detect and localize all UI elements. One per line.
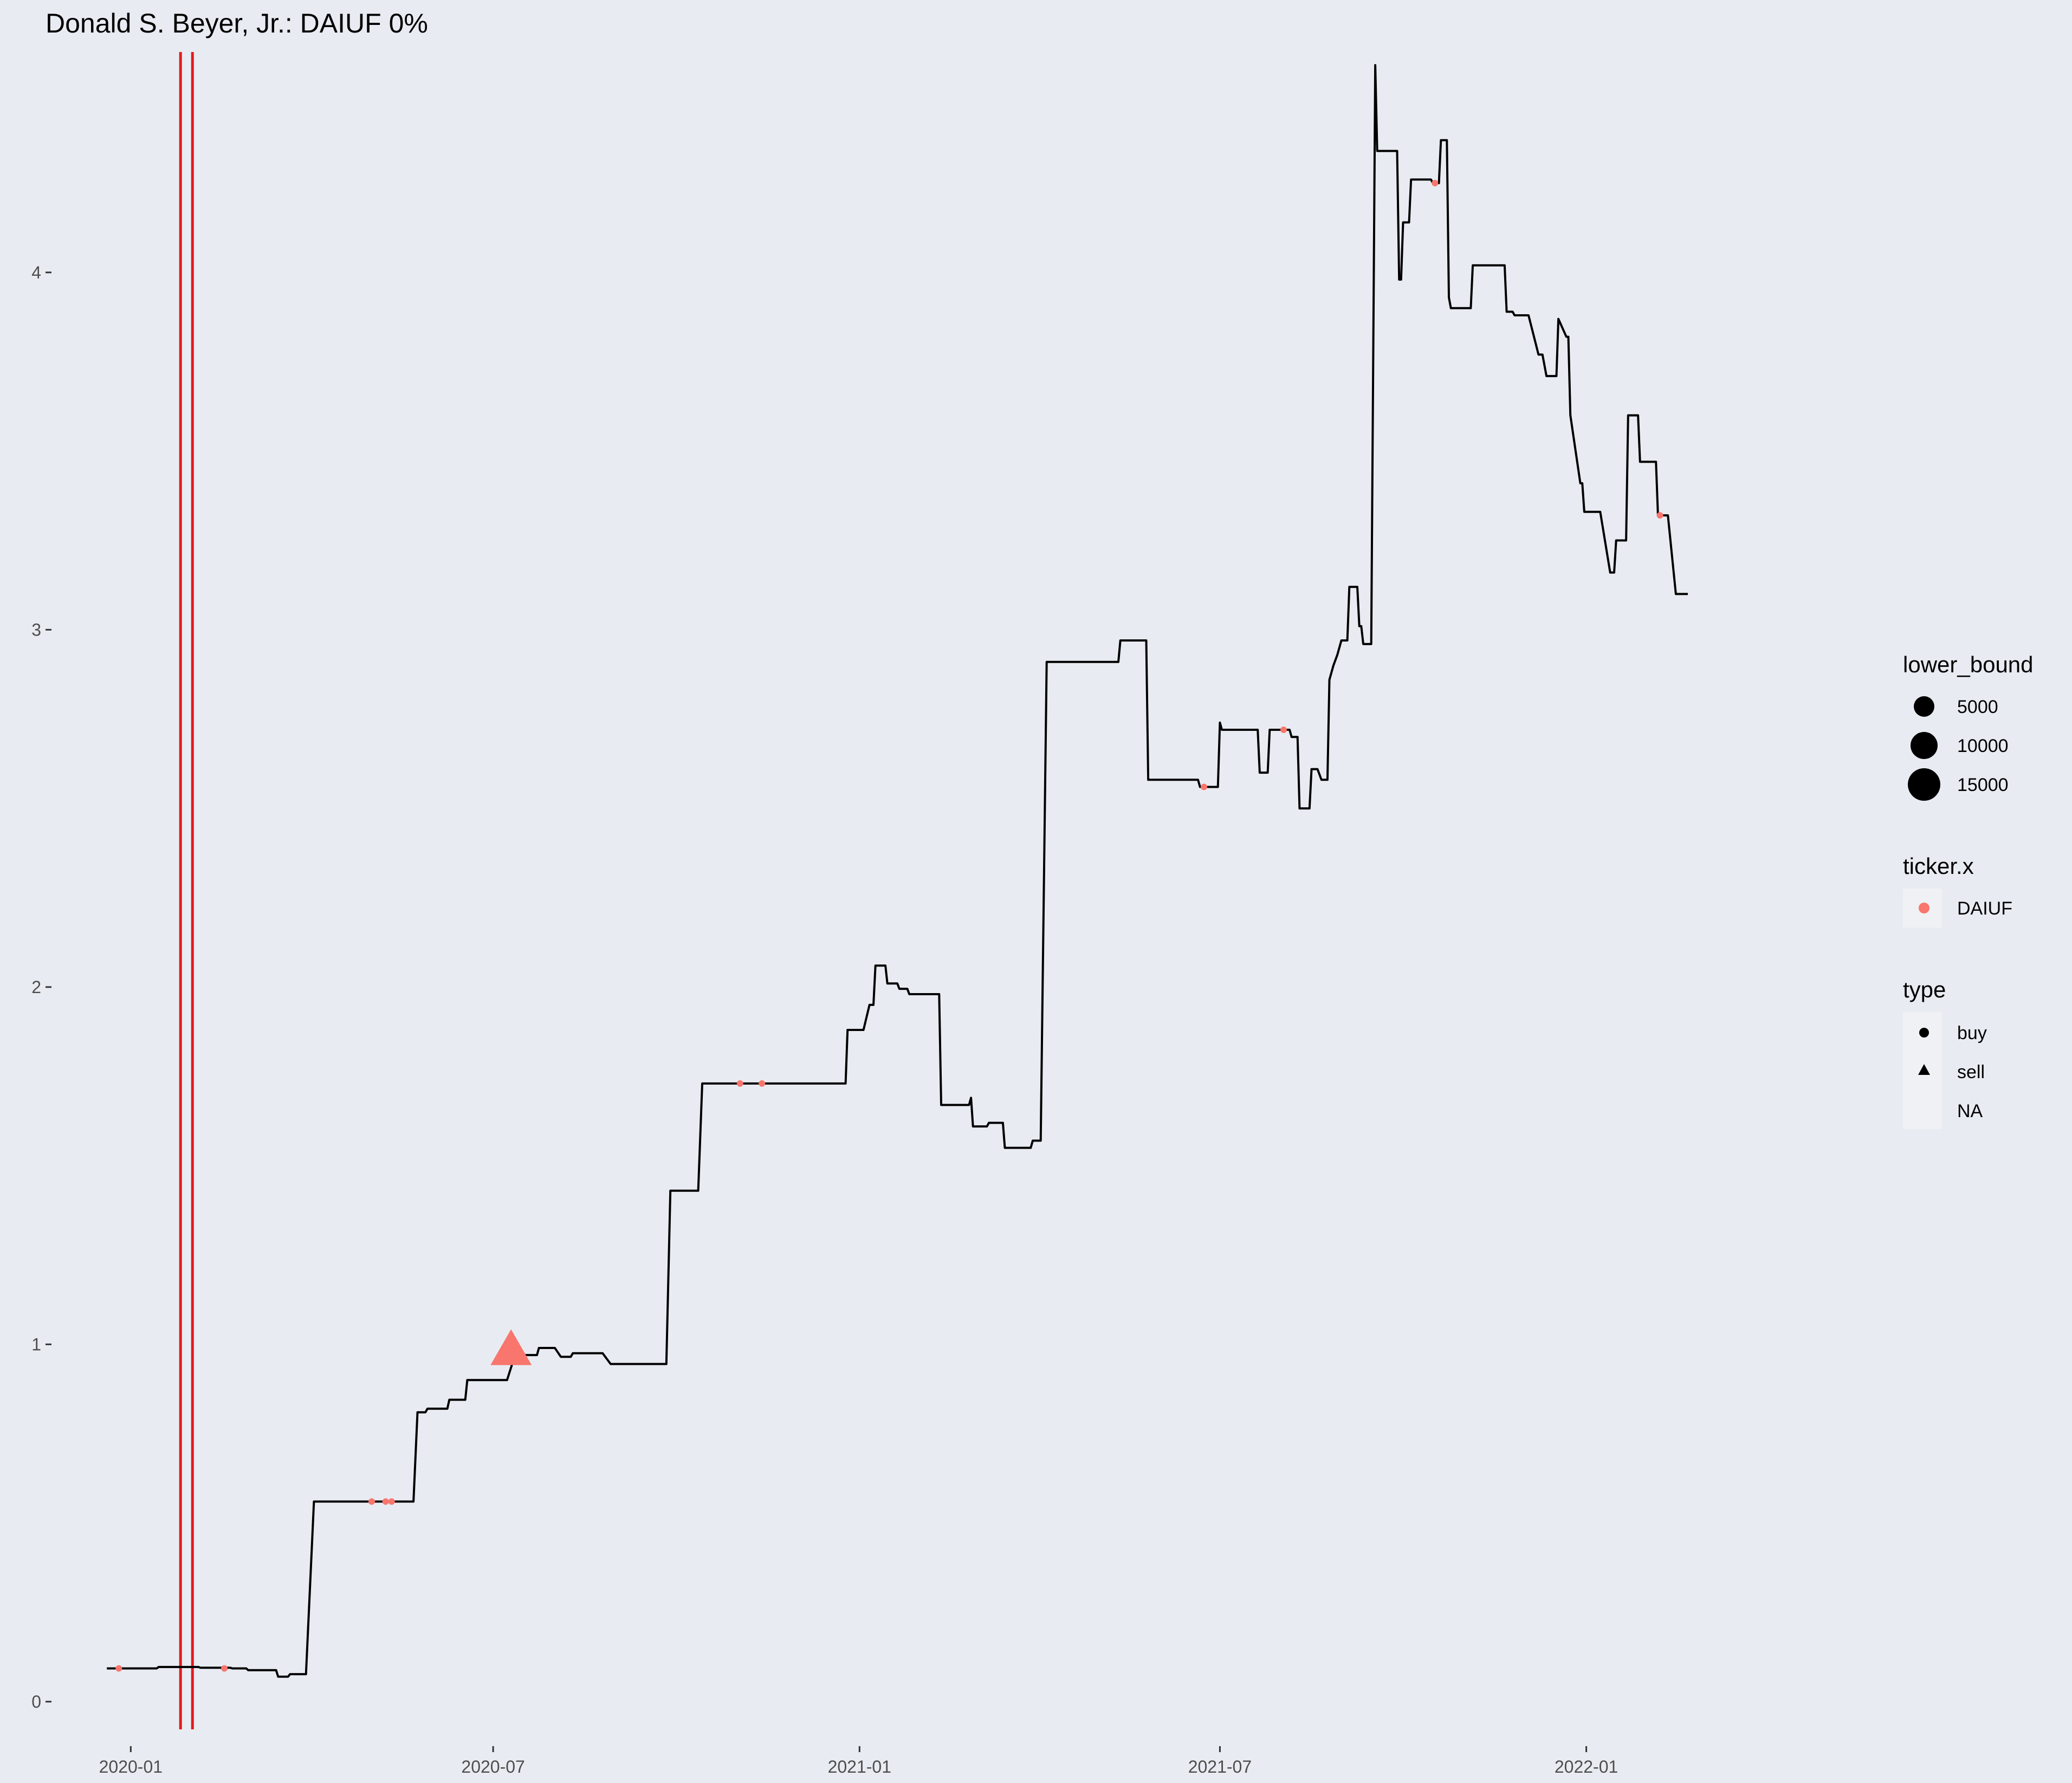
x-tick-label-2021-01: 2021-01 [828,1757,891,1776]
buy-point-9 [1280,727,1287,734]
buy-point-5 [388,1498,395,1505]
y-tick-label-2: 2 [31,977,41,997]
sell-point-1 [490,1329,532,1365]
legend-size-title: lower_bound [1903,652,2034,677]
x-axis: 2020-01 2020-07 2021-01 2021-07 2022-01 [99,1746,1618,1776]
buy-point-2 [221,1665,228,1672]
legend-shape: type buy sell NA [1903,977,1987,1129]
buy-point-6 [736,1080,743,1087]
buy-point-8 [1201,783,1208,790]
legend-size: lower_bound 5000 10000 15000 [1903,652,2034,801]
legend-size-key-15000 [1908,768,1940,801]
legend-size-label-15000: 15000 [1957,775,2009,795]
buy-point-10 [1432,179,1439,186]
x-tick-label-2020-07: 2020-07 [461,1757,525,1776]
legend: lower_bound 5000 10000 15000 ticker.x DA… [1903,652,2034,1129]
legend-size-label-5000: 5000 [1957,697,1998,717]
legend-color-key-daiuf [1919,903,1929,913]
x-tick-label-2021-07: 2021-07 [1188,1757,1252,1776]
price-line-layer [107,64,1688,1678]
legend-color-title: ticker.x [1903,853,1974,879]
legend-size-key-10000 [1911,732,1938,759]
y-tick-label-1: 1 [31,1334,41,1354]
legend-shape-label-sell: sell [1957,1062,1985,1082]
buy-point-3 [368,1498,375,1505]
price-line [107,64,1688,1678]
buy-point-4 [382,1498,389,1505]
chart-title: Donald S. Beyer, Jr.: DAIUF 0% [46,8,428,38]
x-tick-label-2020-01: 2020-01 [99,1757,163,1776]
y-tick-label-4: 4 [31,263,41,282]
buy-point-1 [115,1665,122,1672]
buy-point-11 [1656,512,1663,519]
y-axis: 0 1 2 3 4 [31,263,51,1711]
legend-shape-key-sell [1918,1064,1930,1075]
buy-point-7 [759,1080,766,1087]
buy-points [115,179,1663,1672]
legend-shape-label-buy: buy [1957,1023,1987,1043]
legend-size-key-5000 [1914,696,1934,717]
x-tick-label-2022-01: 2022-01 [1555,1757,1618,1776]
legend-color: ticker.x DAIUF [1903,853,2012,928]
legend-color-label-daiuf: DAIUF [1957,898,2012,919]
y-tick-label-3: 3 [31,620,41,639]
vertical-lines [179,52,194,1729]
sell-points [490,1329,532,1365]
y-tick-label-0: 0 [31,1692,41,1711]
legend-shape-label-na: NA [1957,1101,1983,1121]
legend-size-label-10000: 10000 [1957,736,2009,756]
legend-shape-key-buy [1919,1028,1929,1038]
legend-shape-title: type [1903,977,1946,1002]
